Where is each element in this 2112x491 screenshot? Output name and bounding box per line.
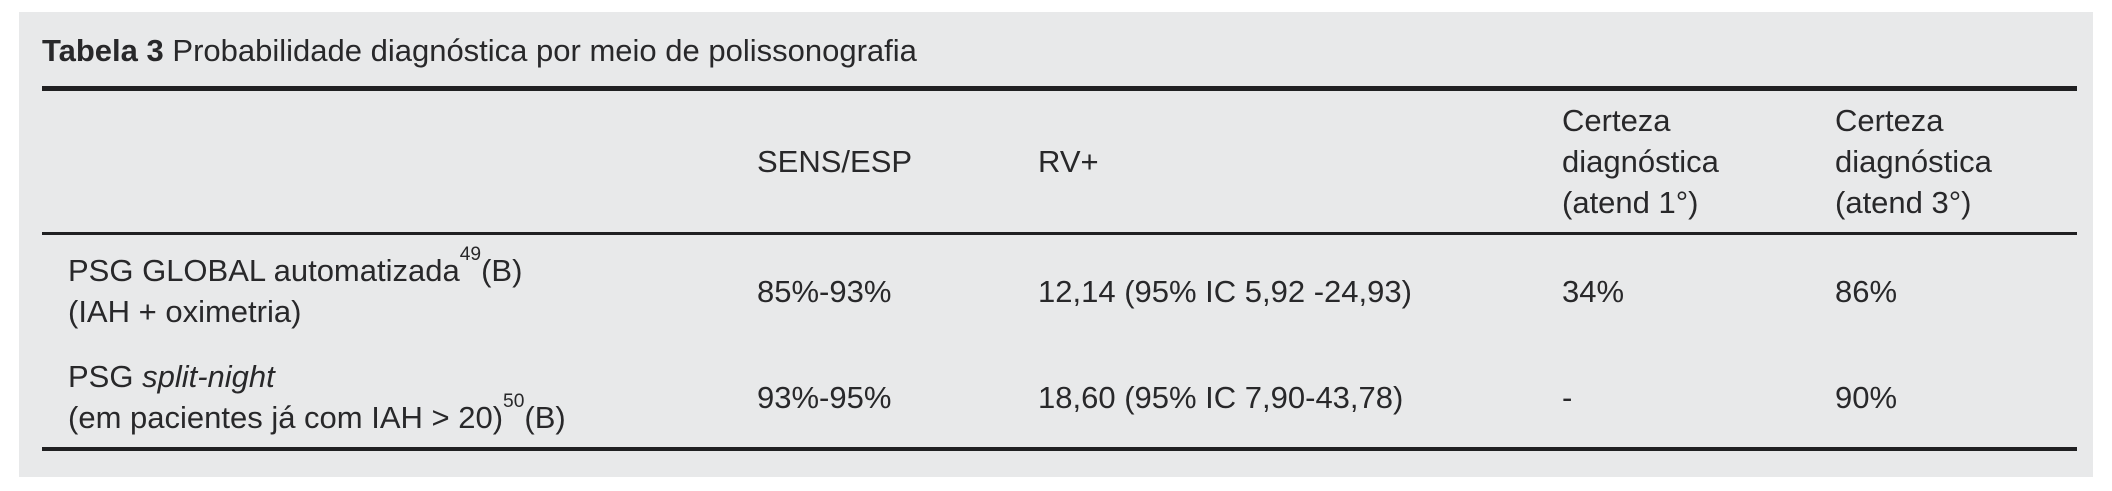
evidence-grade: (B) [524,400,566,435]
table-content: Tabela 3 Probabilidade diagnóstica por m… [42,12,2077,451]
row-label-psg-split-night: PSG split-night (em pacientes já com IAH… [42,347,757,449]
header-empty [42,88,757,235]
cell-sens-esp: 85%-93% [757,273,892,309]
header-certeza-atend1: Certeza diagnóstica (atend 1°) [1562,88,1835,235]
cell-certeza-atend3: 90% [1835,379,1898,415]
row-label-italic: split-night [142,359,275,394]
row-label-text: PSG GLOBAL automatizada [68,253,460,288]
table-row-psg-global: PSG GLOBAL automatizada49(B) (IAH + oxim… [42,234,2077,348]
row-label-line1: PSG split-night [68,356,757,397]
cell-rv-plus: 18,60 (95% IC 7,90-43,78) [1038,379,1404,415]
header-certeza-atend3-line1: Certeza [1835,103,1944,138]
header-sens-esp: SENS/ESP [757,88,1038,235]
cell-certeza-atend3: 86% [1835,273,1898,309]
row-label-line2: (IAH + oximetria) [68,294,302,329]
cell-certeza-atend1: 34% [1562,273,1625,309]
row-label-line2: (em pacientes já com IAH > 20)50(B) [68,392,757,438]
cell-certeza-atend1: - [1562,379,1573,415]
reference-superscript: 50 [503,390,525,412]
header-certeza-atend3-line2: diagnóstica [1835,144,1992,179]
reference-superscript: 49 [459,243,482,265]
header-rv-plus: RV+ [1038,88,1562,235]
data-table: SENS/ESP RV+ Certeza diagnóstica (atend … [42,86,2077,451]
table-caption-label: Tabela 3 [42,33,164,68]
evidence-grade: (B) [481,253,523,288]
table-body: PSG GLOBAL automatizada49(B) (IAH + oxim… [42,234,2077,450]
header-row: SENS/ESP RV+ Certeza diagnóstica (atend … [42,88,2077,235]
header-certeza-atend3: Certeza diagnóstica (atend 3°) [1835,88,2077,235]
cell-sens-esp: 93%-95% [757,379,892,415]
row-label-psg-global: PSG GLOBAL automatizada49(B) (IAH + oxim… [42,234,757,348]
table-caption-text: Probabilidade diagnóstica por meio de po… [172,33,917,68]
table-caption: Tabela 3 Probabilidade diagnóstica por m… [42,12,2077,73]
cell-rv-plus: 12,14 (95% IC 5,92 -24,93) [1038,273,1412,309]
header-certeza-atend3-line3: (atend 3°) [1835,185,1972,220]
header-certeza-atend1-line3: (atend 1°) [1562,185,1699,220]
table-row-psg-split-night: PSG split-night (em pacientes já com IAH… [42,347,2077,449]
table-header: SENS/ESP RV+ Certeza diagnóstica (atend … [42,88,2077,235]
row-label-line1: PSG GLOBAL automatizada49(B) [68,245,757,291]
header-certeza-atend1-line1: Certeza [1562,103,1671,138]
row-label-text: (em pacientes já com IAH > 20) [68,400,504,435]
table-panel: Tabela 3 Probabilidade diagnóstica por m… [19,12,2093,477]
row-label-text: PSG [68,359,143,394]
header-certeza-atend1-line2: diagnóstica [1562,144,1719,179]
